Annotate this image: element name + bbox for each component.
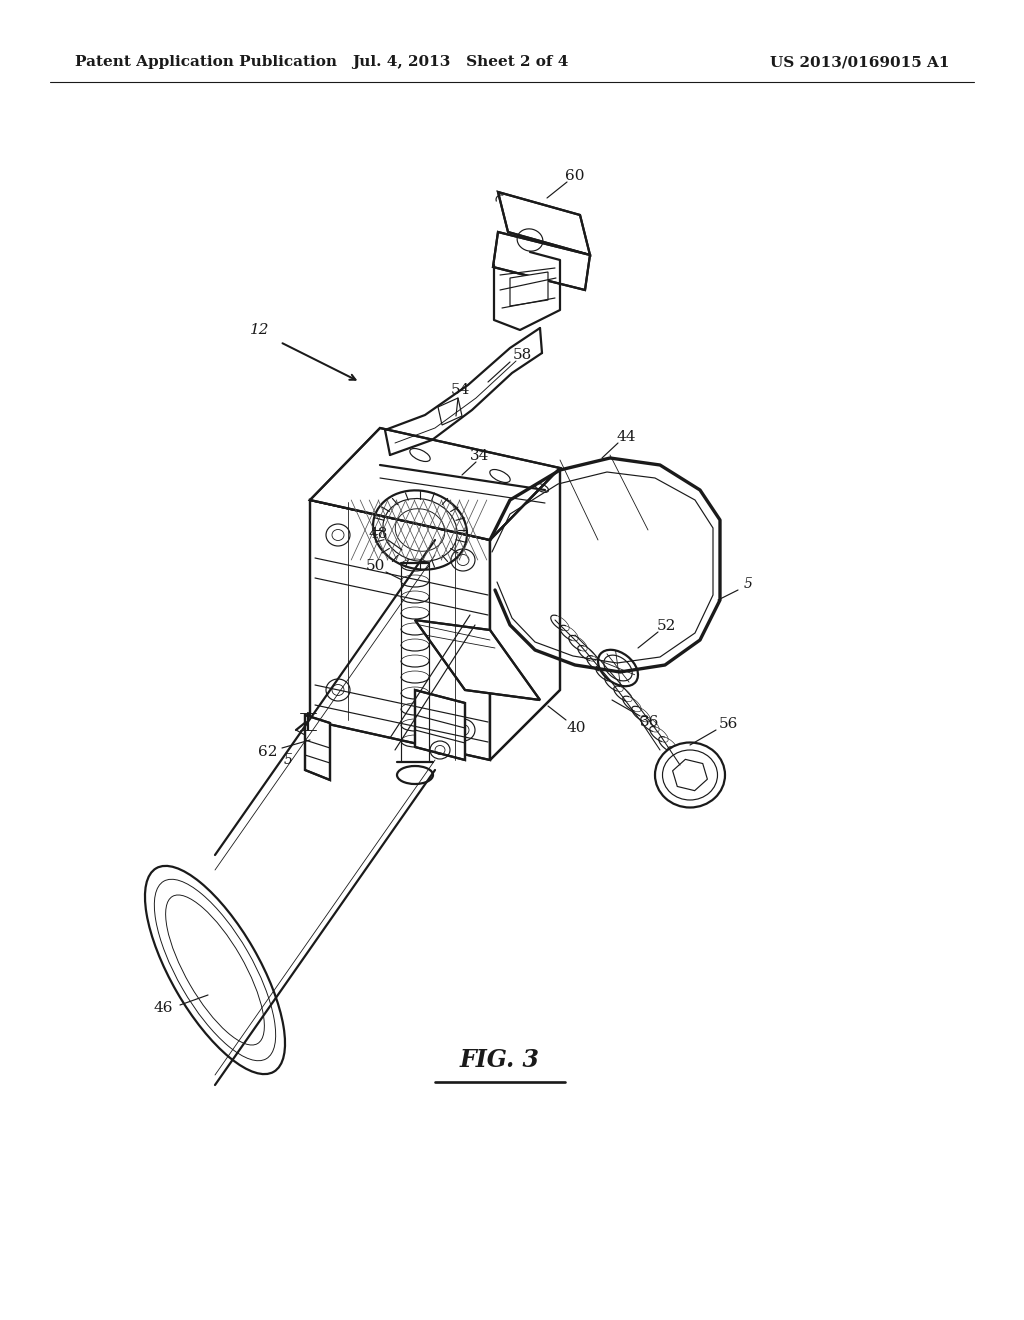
Text: Jul. 4, 2013   Sheet 2 of 4: Jul. 4, 2013 Sheet 2 of 4 bbox=[352, 55, 568, 69]
Text: Patent Application Publication: Patent Application Publication bbox=[75, 55, 337, 69]
Text: 54: 54 bbox=[451, 383, 470, 397]
Text: US 2013/0169015 A1: US 2013/0169015 A1 bbox=[770, 55, 950, 69]
Polygon shape bbox=[305, 715, 330, 780]
Polygon shape bbox=[415, 690, 465, 760]
Polygon shape bbox=[310, 500, 490, 760]
Text: 58: 58 bbox=[512, 348, 531, 362]
Text: 46: 46 bbox=[154, 1001, 173, 1015]
Text: 40: 40 bbox=[566, 721, 586, 735]
Text: 44: 44 bbox=[616, 430, 636, 444]
Polygon shape bbox=[493, 232, 590, 290]
Ellipse shape bbox=[598, 649, 638, 686]
Polygon shape bbox=[498, 191, 590, 255]
Polygon shape bbox=[490, 469, 560, 760]
Text: 12: 12 bbox=[250, 323, 269, 337]
Text: 50: 50 bbox=[366, 558, 385, 573]
Text: 52: 52 bbox=[656, 619, 676, 634]
Polygon shape bbox=[673, 759, 708, 791]
Text: 34: 34 bbox=[470, 449, 489, 463]
Text: 36: 36 bbox=[640, 715, 659, 729]
Polygon shape bbox=[510, 272, 548, 306]
Ellipse shape bbox=[655, 742, 725, 808]
Polygon shape bbox=[310, 428, 560, 540]
Polygon shape bbox=[438, 399, 462, 425]
Ellipse shape bbox=[397, 766, 433, 784]
Text: FIG. 3: FIG. 3 bbox=[460, 1048, 540, 1072]
Text: 5: 5 bbox=[743, 577, 753, 591]
Text: 48: 48 bbox=[369, 527, 388, 541]
Text: 5: 5 bbox=[284, 752, 293, 767]
Text: 56: 56 bbox=[718, 717, 737, 731]
Text: 62: 62 bbox=[258, 744, 278, 759]
Polygon shape bbox=[415, 620, 540, 700]
Text: 60: 60 bbox=[565, 169, 585, 183]
